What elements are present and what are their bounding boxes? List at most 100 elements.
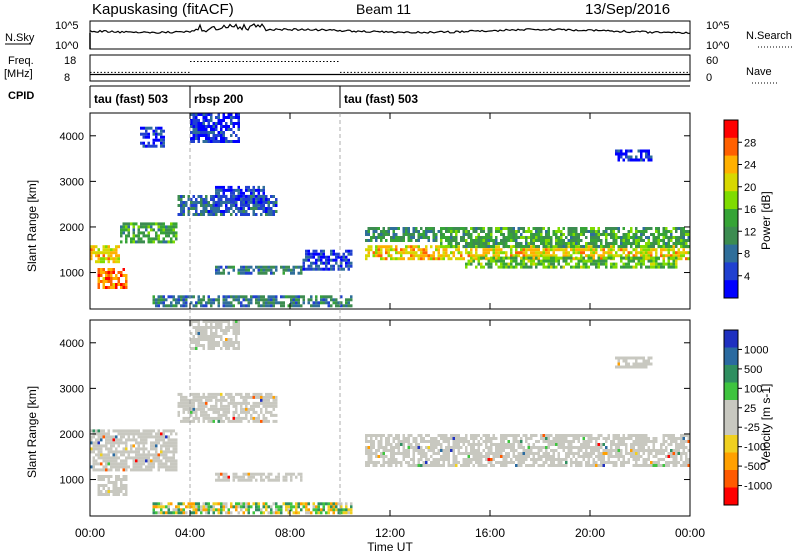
velocity-cell	[190, 401, 193, 405]
velocity-cell	[247, 401, 250, 405]
power-cell	[187, 195, 190, 198]
power-cell	[337, 252, 340, 256]
power-cell	[652, 248, 655, 252]
power-cell	[380, 245, 383, 249]
power-cell	[477, 227, 480, 230]
velocity-cell	[222, 341, 225, 344]
velocity-cell	[140, 447, 143, 451]
velocity-cell	[237, 329, 240, 332]
power-cell	[180, 298, 183, 302]
velocity-cell	[407, 440, 410, 443]
velocity-cell	[135, 432, 138, 436]
power-cell	[237, 194, 240, 198]
velocity-cell	[420, 455, 423, 458]
power-cell	[202, 213, 205, 216]
power-cell	[97, 251, 100, 255]
power-cell	[472, 227, 475, 230]
velocity-cell	[497, 455, 500, 458]
velocity-cell	[110, 447, 113, 451]
power-cell	[520, 262, 523, 266]
power-cell	[162, 129, 165, 133]
power-cell	[320, 301, 323, 305]
power-cell	[305, 267, 308, 271]
velocity-cell	[242, 407, 245, 411]
velocity-cell	[240, 401, 243, 405]
power-cell	[660, 262, 663, 266]
velocity-cell	[567, 452, 570, 455]
power-colorbar-tick-label: 16	[744, 204, 756, 216]
velocity-cell	[445, 455, 448, 458]
power-cell	[525, 262, 528, 266]
velocity-cell	[110, 468, 113, 472]
velocity-cell	[197, 338, 200, 341]
power-cell	[455, 236, 458, 239]
velocity-colorbar-swatch	[724, 400, 738, 418]
power-cell	[105, 271, 108, 274]
velocity-cell	[152, 453, 155, 457]
velocity-cell	[622, 440, 625, 443]
power-cell	[242, 207, 245, 210]
power-cell	[502, 245, 505, 248]
power-cell	[242, 265, 245, 269]
power-cell	[102, 251, 105, 255]
velocity-cell	[145, 432, 148, 436]
velocity-cell	[190, 392, 193, 396]
power-cell	[147, 240, 150, 244]
velocity-cell	[187, 416, 190, 420]
velocity-cell	[97, 462, 100, 466]
velocity-cell	[307, 502, 310, 506]
velocity-cell	[127, 465, 130, 469]
power-cell	[197, 113, 200, 116]
power-cell	[227, 140, 230, 143]
velocity-cell	[222, 404, 225, 408]
power-colorbar-swatch	[724, 280, 738, 299]
power-cell	[482, 254, 485, 258]
power-cell	[635, 254, 638, 258]
velocity-cell	[582, 440, 585, 443]
power-cell	[310, 304, 313, 308]
velocity-cell	[470, 434, 473, 437]
velocity-cell	[195, 505, 198, 509]
power-cell	[475, 242, 478, 245]
velocity-cell	[225, 320, 228, 323]
velocity-cell	[395, 458, 398, 461]
velocity-cell	[102, 475, 105, 478]
power-cell	[217, 191, 220, 195]
power-cell	[647, 254, 650, 258]
velocity-cell	[382, 452, 385, 455]
velocity-cell	[485, 464, 488, 467]
power-cell	[320, 258, 323, 262]
velocity-cell	[547, 434, 550, 437]
power-cell	[245, 185, 248, 189]
power-cell	[145, 222, 148, 226]
power-cell	[507, 265, 510, 269]
velocity-cell	[395, 461, 398, 464]
power-cell	[532, 227, 535, 230]
velocity-cell	[227, 392, 230, 396]
power-cell	[602, 259, 605, 263]
power-cell	[542, 262, 545, 266]
velocity-cell	[207, 505, 210, 509]
velocity-cell	[617, 365, 620, 369]
power-cell	[157, 234, 160, 238]
velocity-cell	[462, 461, 465, 464]
velocity-cell	[317, 508, 320, 512]
velocity-cell	[157, 505, 160, 509]
velocity-cell	[112, 465, 115, 469]
velocity-colorbar-tick-label: -500	[744, 461, 766, 473]
velocity-cell	[540, 458, 543, 461]
velocity-cell	[252, 475, 255, 479]
power-cell	[667, 262, 670, 266]
velocity-cell	[267, 401, 270, 405]
power-cell	[230, 295, 233, 299]
power-cell	[515, 251, 518, 255]
power-cell	[515, 248, 518, 252]
power-cell	[547, 265, 550, 269]
power-cell	[440, 242, 443, 245]
velocity-cell	[100, 450, 103, 454]
velocity-cell	[455, 464, 458, 467]
velocity-cell	[185, 395, 188, 399]
power-cell	[147, 126, 150, 130]
velocity-cell	[240, 478, 243, 482]
velocity-cell	[220, 413, 223, 417]
